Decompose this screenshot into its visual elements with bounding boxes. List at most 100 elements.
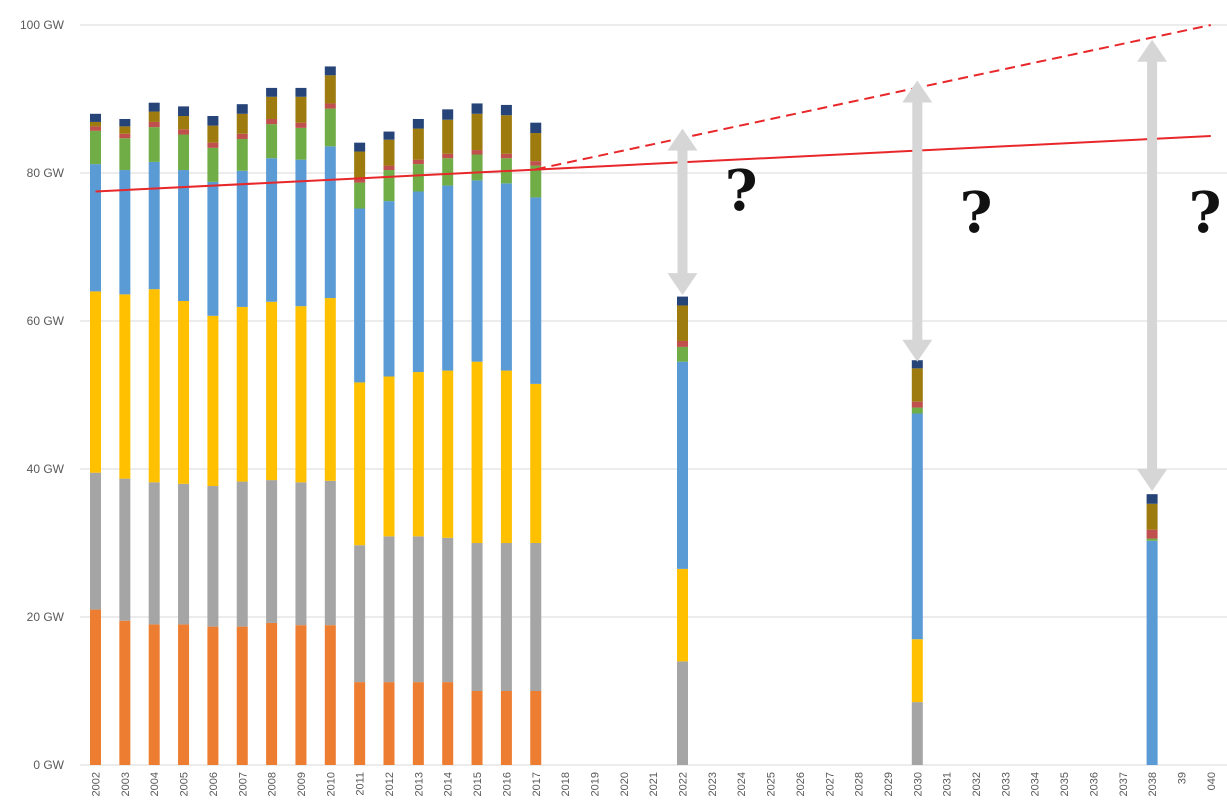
x-tick-label: 2018: [560, 772, 572, 796]
x-tick-label: 040: [1206, 772, 1218, 790]
bar-segment: [266, 480, 278, 623]
x-tick-label: 2020: [619, 772, 631, 796]
bar-segment: [324, 625, 336, 765]
bar-segment: [324, 75, 336, 104]
x-tick-label: 2027: [824, 772, 836, 796]
bar-segment: [677, 340, 688, 347]
x-tick-label: 2037: [1118, 772, 1130, 796]
bar-segment: [148, 102, 160, 112]
question-mark-annotation: ?: [960, 180, 993, 246]
bar-segment: [207, 125, 219, 143]
double-arrow: [902, 80, 933, 362]
bar-segment: [207, 181, 219, 316]
x-tick-label: 2011: [355, 772, 367, 796]
x-tick-label: 2014: [443, 772, 455, 796]
bar-segment: [530, 197, 542, 384]
x-tick-label: 2009: [296, 772, 308, 796]
bar-segment: [354, 178, 366, 183]
bar-segment: [500, 183, 512, 371]
gap-arrows: [667, 39, 1168, 492]
bar-segment: [412, 164, 424, 192]
bar-segment: [442, 158, 454, 186]
bar-segment: [295, 127, 307, 160]
bar-segment: [383, 201, 395, 377]
bar-segment: [677, 305, 688, 341]
bar-segment: [354, 545, 366, 683]
x-tick-label: 2026: [795, 772, 807, 796]
bar-segment: [236, 306, 248, 482]
bar-segment: [442, 682, 454, 765]
bar-segment: [471, 361, 483, 543]
x-tick-label: 2007: [237, 772, 249, 796]
bar-segment: [442, 109, 454, 120]
y-tick-label: 20 GW: [27, 610, 65, 624]
bar-segment: [471, 543, 483, 691]
bar-segment: [119, 170, 131, 295]
bar-segment: [119, 620, 131, 765]
annotations: ???: [725, 158, 1222, 246]
bar-segment: [119, 126, 131, 134]
bar-segment: [178, 624, 190, 765]
bar-segment: [1146, 494, 1158, 504]
bar-segment: [178, 301, 190, 484]
bar-segment: [383, 170, 395, 202]
trend-line-solid: [95, 135, 1211, 193]
bar-segment: [471, 154, 483, 181]
x-tick-label: 2005: [179, 772, 191, 796]
bar-segment: [471, 150, 483, 155]
bar-segment: [500, 104, 512, 116]
bar-segment: [1146, 538, 1158, 541]
bar-segment: [354, 682, 366, 765]
x-tick-label: 2003: [120, 772, 132, 796]
bar-segment: [295, 87, 307, 97]
bar-segment: [207, 315, 219, 487]
y-tick-label: 80 GW: [27, 166, 65, 180]
bar-segment: [471, 103, 483, 114]
bar-segment: [471, 691, 483, 765]
x-tick-label: 2034: [1030, 772, 1042, 796]
x-tick-label: 2012: [384, 772, 396, 796]
x-tick-label: 2023: [707, 772, 719, 796]
bar-segment: [148, 624, 160, 765]
bar-segment: [442, 185, 454, 371]
bar-segment: [90, 121, 101, 127]
bar-segment: [236, 170, 248, 307]
bar-segment: [500, 370, 512, 543]
bar-segment: [119, 294, 131, 479]
bar-segment: [324, 480, 336, 626]
bar-segment: [442, 537, 454, 683]
bar-segment: [148, 127, 160, 162]
bar-segment: [266, 124, 278, 159]
bar-segment: [500, 543, 512, 691]
bar-segment: [236, 138, 248, 171]
double-arrow: [667, 128, 698, 296]
x-tick-label: 2032: [971, 772, 983, 796]
bar-segment: [266, 301, 278, 481]
bar-segment: [677, 568, 688, 662]
y-tick-label: 100 GW: [20, 18, 65, 32]
bar-segment: [90, 126, 101, 131]
trend-line-dashed: [535, 24, 1212, 171]
bar-segment: [530, 165, 542, 198]
bar-segment: [119, 133, 131, 139]
x-tick-label: 2010: [325, 772, 337, 796]
x-tick-label: 2033: [1000, 772, 1012, 796]
bar-segment: [119, 138, 131, 171]
bar-segment: [148, 111, 160, 122]
bar-segment: [500, 691, 512, 765]
bar-segment: [236, 113, 248, 134]
bar-segment: [911, 368, 923, 402]
bar-segment: [266, 87, 278, 97]
trend-lines: [95, 24, 1212, 193]
bar-segment: [236, 133, 248, 139]
bar-segment: [295, 122, 307, 128]
x-tick-label: 2028: [854, 772, 866, 796]
bar-segment: [90, 130, 101, 165]
x-tick-label: 2019: [589, 772, 601, 796]
bar-segment: [236, 626, 248, 765]
bar-segment: [911, 702, 923, 765]
bar-segment: [207, 142, 219, 148]
bar-segment: [530, 133, 542, 162]
x-tick-label: 2004: [149, 772, 161, 796]
